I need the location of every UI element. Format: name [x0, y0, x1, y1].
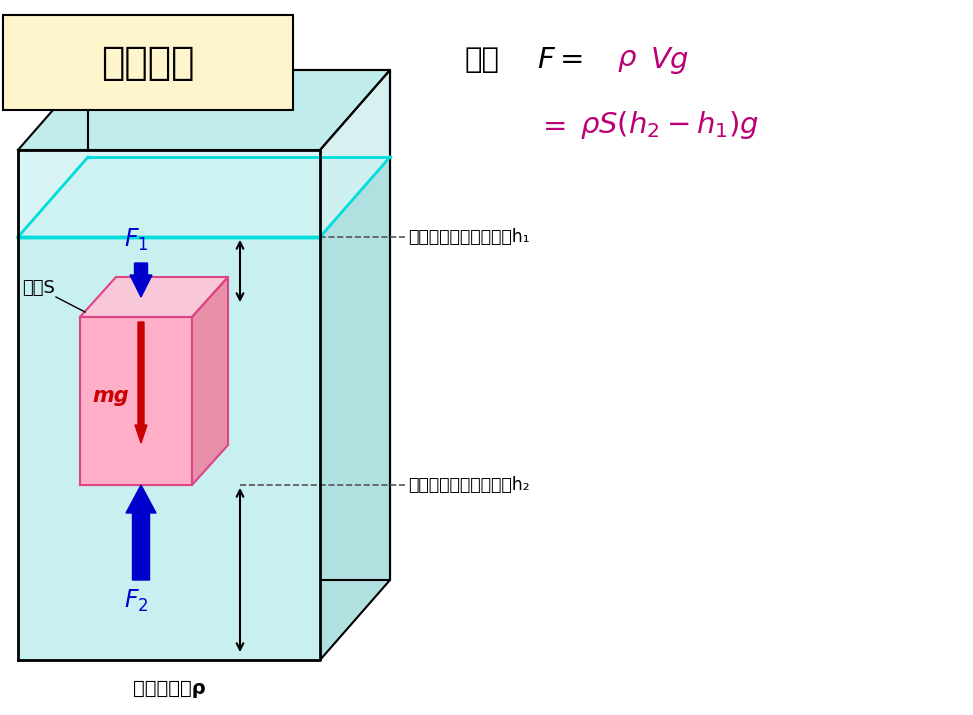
Text: $F=$: $F=$	[537, 46, 583, 74]
Polygon shape	[135, 322, 147, 443]
Polygon shape	[130, 263, 152, 297]
Text: 下面の水面からの高さh₂: 下面の水面からの高さh₂	[408, 476, 529, 494]
Text: $=$: $=$	[537, 111, 566, 139]
Text: 浮力の式: 浮力の式	[101, 44, 195, 82]
Text: $\rho$: $\rho$	[617, 46, 637, 74]
Text: $F_1$: $F_1$	[124, 227, 148, 253]
Polygon shape	[18, 70, 390, 150]
Polygon shape	[80, 317, 192, 485]
Polygon shape	[88, 70, 390, 580]
Polygon shape	[18, 237, 320, 660]
Text: 浮力: 浮力	[465, 46, 500, 74]
Text: 液体の密度ρ: 液体の密度ρ	[132, 679, 205, 698]
Text: $Vg$: $Vg$	[650, 44, 689, 76]
Text: $F_2$: $F_2$	[124, 588, 148, 614]
Polygon shape	[320, 157, 390, 660]
FancyBboxPatch shape	[3, 15, 293, 110]
Text: 面積S: 面積S	[22, 279, 54, 297]
Polygon shape	[18, 157, 390, 237]
Polygon shape	[192, 277, 228, 485]
Text: 上面の水面からの高さh₁: 上面の水面からの高さh₁	[408, 228, 529, 246]
Polygon shape	[320, 70, 390, 237]
Text: mg: mg	[92, 386, 128, 406]
Polygon shape	[126, 485, 156, 580]
Polygon shape	[80, 277, 228, 317]
Polygon shape	[18, 150, 320, 237]
Text: $\rho S(h_2 - h_1)g$: $\rho S(h_2 - h_1)g$	[580, 109, 759, 141]
